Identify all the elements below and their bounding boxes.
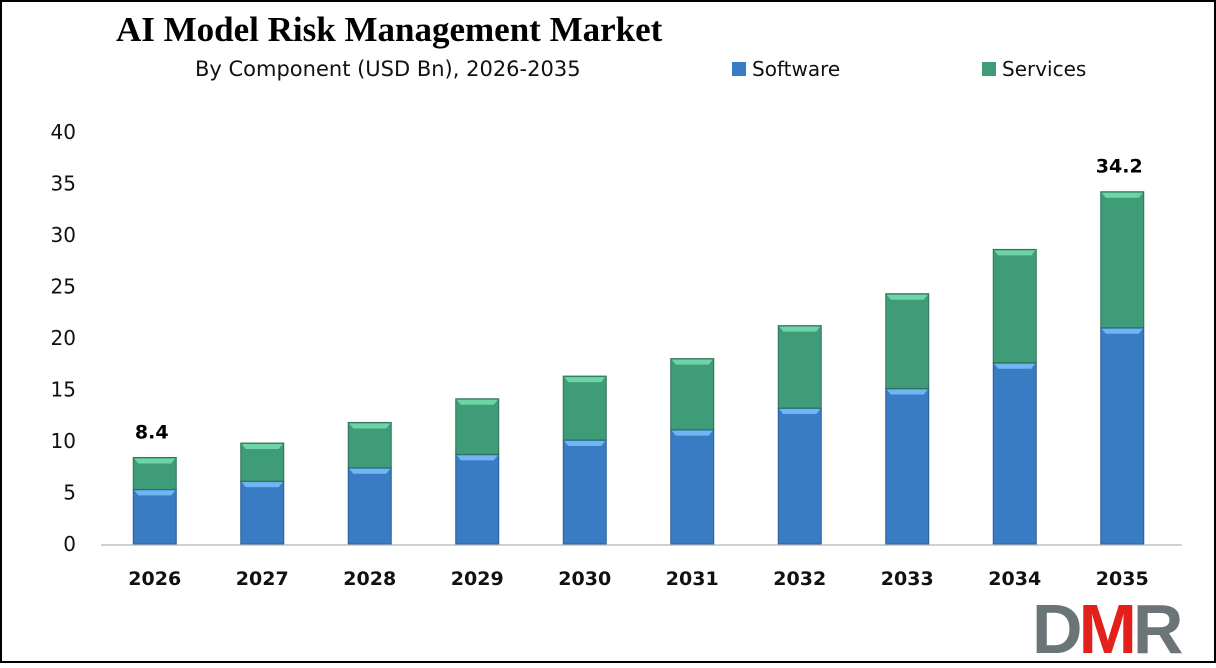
legend-item-services: Services	[982, 57, 1086, 81]
bar-bevel-highlight	[779, 409, 821, 415]
bar-software-2027	[240, 480, 285, 545]
bar-segment-services	[132, 456, 177, 490]
y-tick-label: 5	[63, 481, 76, 505]
legend-swatch-software	[732, 62, 746, 76]
legend-label-services: Services	[1002, 57, 1087, 81]
bar-segment-services	[347, 421, 392, 469]
bar-services-2035	[1100, 191, 1145, 329]
bar-bevel-highlight	[564, 377, 606, 383]
bar-segment-services	[562, 375, 607, 441]
bar-bevel-highlight	[564, 440, 606, 446]
bar-segment-software	[670, 429, 715, 545]
bar-services-2030	[562, 375, 607, 441]
legend-swatch-services	[982, 62, 996, 76]
bar-segment-services	[992, 248, 1037, 364]
bar-segment-software	[132, 488, 177, 545]
bar-bevel-highlight	[994, 363, 1036, 369]
chart-title: AI Model Risk Management Market	[116, 10, 663, 49]
bar-bevel-highlight	[134, 458, 176, 464]
bar-bevel-highlight	[456, 399, 498, 405]
x-tick-label: 2034	[988, 568, 1041, 590]
y-tick-label: 15	[51, 378, 76, 402]
bar-software-2035	[1100, 327, 1145, 545]
bar-segment-software	[347, 467, 392, 545]
x-tick-label: 2030	[558, 568, 611, 590]
bar-software-2034	[992, 362, 1037, 545]
bar-segment-services	[777, 325, 822, 409]
bar-bevel-highlight	[349, 468, 391, 474]
bar-segment-software	[885, 387, 930, 545]
x-tick-label: 2028	[343, 568, 396, 590]
bar-software-2032	[777, 407, 822, 545]
bar-segment-software	[777, 407, 822, 545]
chart-subtitle: By Component (USD Bn), 2026-2035	[195, 57, 581, 81]
y-tick-label: 0	[63, 532, 76, 556]
bar-bevel-highlight	[241, 444, 283, 450]
bar-segment-software	[992, 362, 1037, 545]
bar-bevel-highlight	[1101, 328, 1143, 334]
bar-bevel-highlight	[241, 482, 283, 488]
x-tick-label: 2027	[236, 568, 289, 590]
bar-segment-software	[562, 439, 607, 545]
bar-services-2034	[992, 248, 1037, 364]
bar-bevel-highlight	[456, 455, 498, 461]
bar-bevel-highlight	[994, 250, 1036, 256]
y-tick-label: 25	[51, 275, 76, 299]
bar-software-2030	[562, 439, 607, 545]
bar-services-2033	[885, 293, 930, 389]
bar-segment-software	[240, 480, 285, 545]
bar-segment-services	[240, 442, 285, 482]
x-tick-label: 2031	[666, 568, 719, 590]
bar-services-2032	[777, 325, 822, 409]
data-label-2026: 8.4	[135, 421, 169, 443]
bar-segment-services	[455, 398, 500, 455]
bar-segment-software	[455, 453, 500, 545]
bar-software-2033	[885, 387, 930, 545]
bar-bevel-highlight	[349, 423, 391, 429]
x-tick-label: 2032	[773, 568, 826, 590]
y-tick-label: 40	[51, 120, 76, 144]
dmr-logo: DMR	[1032, 590, 1183, 668]
bar-segment-software	[1100, 327, 1145, 545]
legend-label-software: Software	[752, 57, 841, 81]
data-label-2035: 34.2	[1096, 156, 1143, 178]
bar-bevel-highlight	[1101, 192, 1143, 198]
legend-item-software: Software	[732, 57, 840, 81]
y-tick-label: 30	[51, 223, 76, 247]
x-tick-label: 2029	[451, 568, 504, 590]
bar-bevel-highlight	[886, 389, 928, 395]
bar-segment-services	[1100, 191, 1145, 329]
x-tick-label: 2035	[1096, 568, 1149, 590]
bar-software-2029	[455, 453, 500, 545]
y-tick-label: 10	[51, 429, 76, 453]
bar-services-2029	[455, 398, 500, 455]
bar-services-2031	[670, 358, 715, 431]
bar-software-2031	[670, 429, 715, 545]
x-tick-label: 2026	[128, 568, 181, 590]
bar-services-2027	[240, 442, 285, 482]
bar-software-2026	[132, 488, 177, 545]
bar-bevel-highlight	[671, 359, 713, 365]
bar-software-2028	[347, 467, 392, 545]
y-tick-label: 20	[51, 326, 76, 350]
bar-segment-services	[670, 358, 715, 431]
bar-bevel-highlight	[134, 490, 176, 496]
y-tick-label: 35	[51, 172, 76, 196]
bar-services-2028	[347, 421, 392, 469]
bar-bevel-highlight	[671, 430, 713, 436]
x-tick-label: 2033	[881, 568, 934, 590]
bar-bevel-highlight	[886, 294, 928, 300]
bar-bevel-highlight	[779, 326, 821, 332]
bar-segment-services	[885, 293, 930, 389]
